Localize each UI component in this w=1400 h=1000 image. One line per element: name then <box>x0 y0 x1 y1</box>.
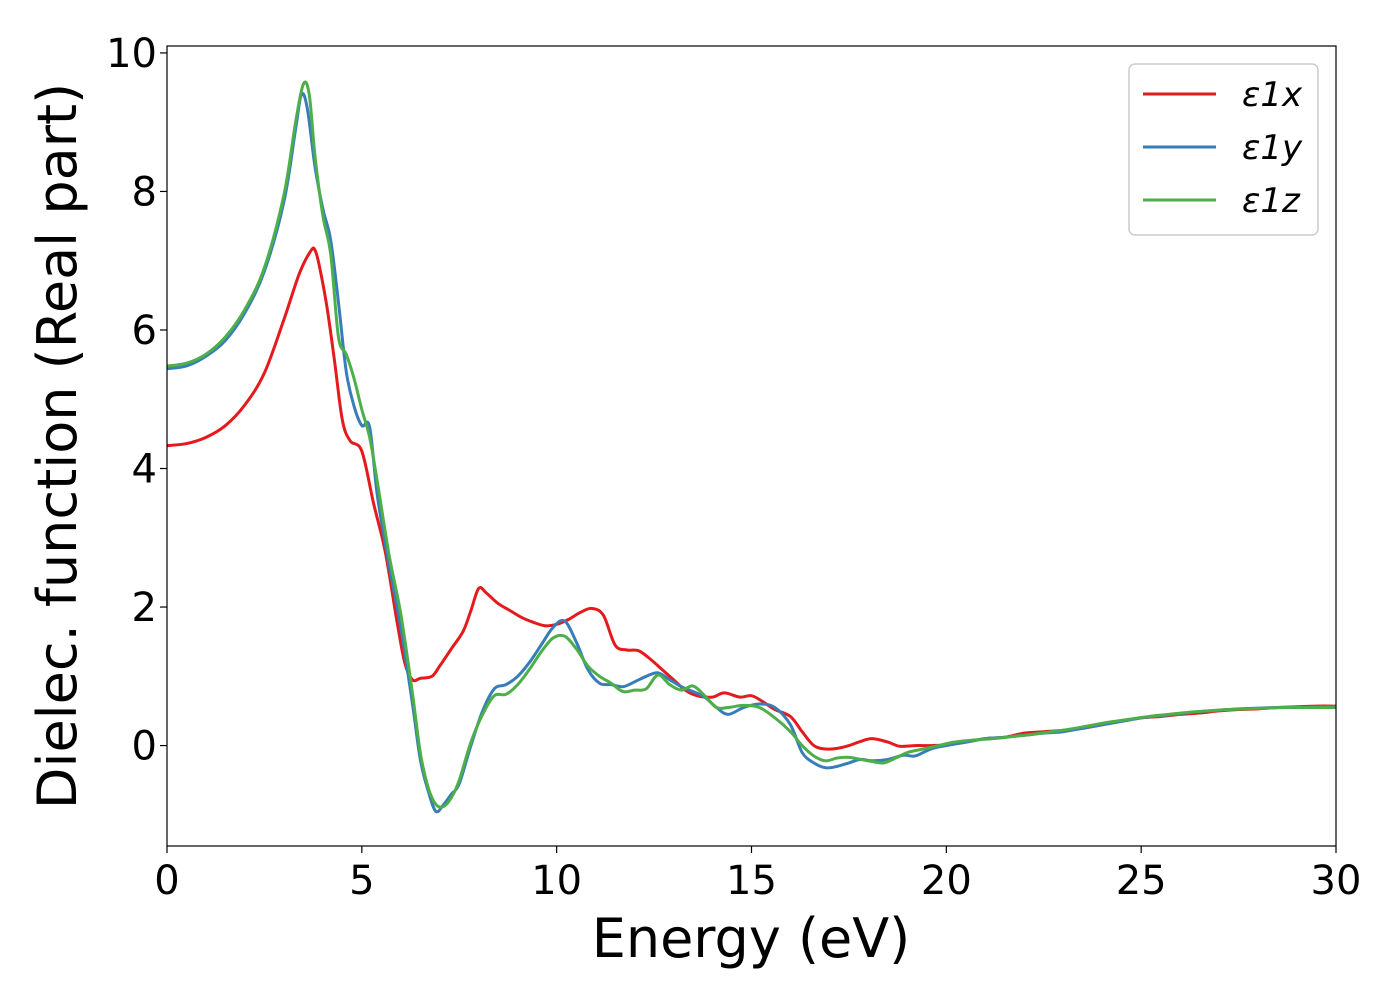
y-tick-label: 4 <box>132 447 157 493</box>
y-tick-label: 6 <box>132 308 157 354</box>
y-tick-label: 10 <box>106 31 157 77</box>
y-axis: 0 2 4 6 8 10 <box>106 31 167 770</box>
x-tick-label: 20 <box>921 858 972 904</box>
legend-label-ey: ε1y <box>1242 128 1303 168</box>
legend-box <box>1128 63 1319 236</box>
x-tick-label: 25 <box>1116 858 1167 904</box>
legend-label-ez: ε1z <box>1242 181 1301 221</box>
x-tick-label: 30 <box>1311 858 1362 904</box>
y-tick-label: 2 <box>132 585 157 631</box>
x-tick-label: 0 <box>154 858 179 904</box>
series-line-ez <box>166 80 1336 809</box>
y-tick-label: 0 <box>132 724 157 770</box>
series-line-ex <box>166 246 1337 751</box>
x-tick-label: 10 <box>531 858 582 904</box>
legend-label-ex: ε1x <box>1242 75 1303 115</box>
x-axis-title: Energy (eV) <box>592 907 911 970</box>
legend: ε1x ε1y ε1z <box>1128 63 1319 236</box>
x-tick-label: 15 <box>726 858 777 904</box>
series-layer <box>166 80 1337 814</box>
y-tick-label: 8 <box>132 169 157 215</box>
x-tick-label: 5 <box>349 858 374 904</box>
x-axis: 0 5 10 15 20 25 30 <box>154 846 1361 904</box>
y-axis-title: Dielec. function (Real part) <box>26 83 89 809</box>
